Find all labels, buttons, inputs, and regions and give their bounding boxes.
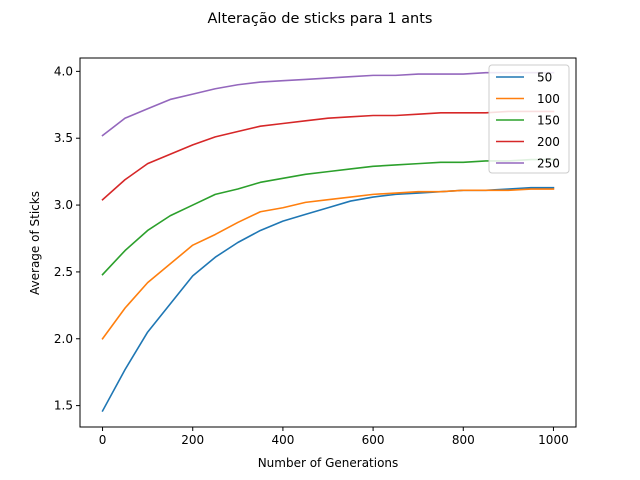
y-tick-label: 2.0: [54, 332, 73, 346]
x-tick-label: 0: [99, 433, 107, 447]
x-tick-label: 200: [181, 433, 204, 447]
x-axis: 0 200 400 600 800 1000: [99, 427, 569, 447]
series-line-100: [101, 188, 555, 340]
legend-label-250: 250: [537, 157, 560, 171]
y-tick-label: 4.0: [54, 64, 73, 78]
legend: 50 100 150 200 250: [488, 64, 570, 174]
x-tick-label: 800: [452, 433, 475, 447]
legend-items: 50 100 150 200 250: [496, 71, 560, 171]
legend-box: [488, 64, 570, 174]
x-tick-label: 600: [362, 433, 385, 447]
plot-frame: [79, 57, 577, 428]
y-axis-title: Average of Sticks: [28, 191, 42, 295]
legend-label-200: 200: [537, 135, 560, 149]
legend-label-50: 50: [537, 71, 552, 85]
x-axis-title: Number of Generations: [258, 456, 399, 470]
legend-label-100: 100: [537, 92, 560, 106]
x-tick-label: 1000: [538, 433, 569, 447]
y-axis: 1.5 2.0 2.5 3.0 3.5 4.0: [54, 64, 80, 413]
y-tick-label: 1.5: [54, 399, 73, 413]
series-line-200: [101, 110, 555, 201]
x-tick-label: 400: [271, 433, 294, 447]
y-tick-label: 3.0: [54, 198, 73, 212]
y-tick-label: 2.5: [54, 265, 73, 279]
legend-label-150: 150: [537, 114, 560, 128]
series-line-150: [101, 158, 555, 276]
y-tick-label: 3.5: [54, 131, 73, 145]
series-line-250: [101, 71, 555, 137]
series-layer: [101, 71, 555, 413]
chart-title: Alteração de sticks para 1 ants: [208, 11, 433, 27]
